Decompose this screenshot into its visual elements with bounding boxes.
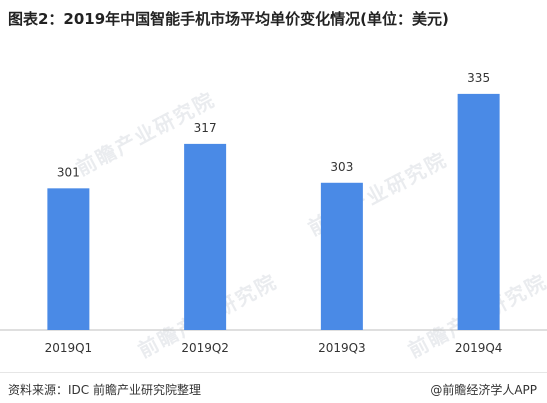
data-label-2019Q1: 301 [57,165,80,179]
footer: 资料来源：IDC 前瞻产业研究院整理 @前瞻经济学人APP [0,372,547,403]
bar-2019Q2 [184,143,227,330]
data-label-2019Q4: 335 [467,71,490,85]
bar-2019Q4 [457,93,500,330]
bar-chart: 301 2019Q1 317 2019Q2 303 2019Q3 335 2019Q4 [0,71,547,355]
x-tick-label-2019Q2: 2019Q2 [181,341,229,355]
x-tick-label-2019Q4: 2019Q4 [455,341,503,355]
brand-credit: @前瞻经济学人APP [430,383,537,397]
bar-2019Q3 [320,182,363,330]
source-note: 资料来源：IDC 前瞻产业研究院整理 [8,383,201,397]
data-label-2019Q3: 303 [330,160,353,174]
data-label-2019Q2: 317 [194,121,217,135]
bar-2019Q1 [47,188,90,330]
x-tick-label-2019Q1: 2019Q1 [45,341,93,355]
chart-title: 图表2：2019年中国智能手机市场平均单价变化情况(单位：美元) [8,10,449,28]
x-tick-label-2019Q3: 2019Q3 [318,341,366,355]
